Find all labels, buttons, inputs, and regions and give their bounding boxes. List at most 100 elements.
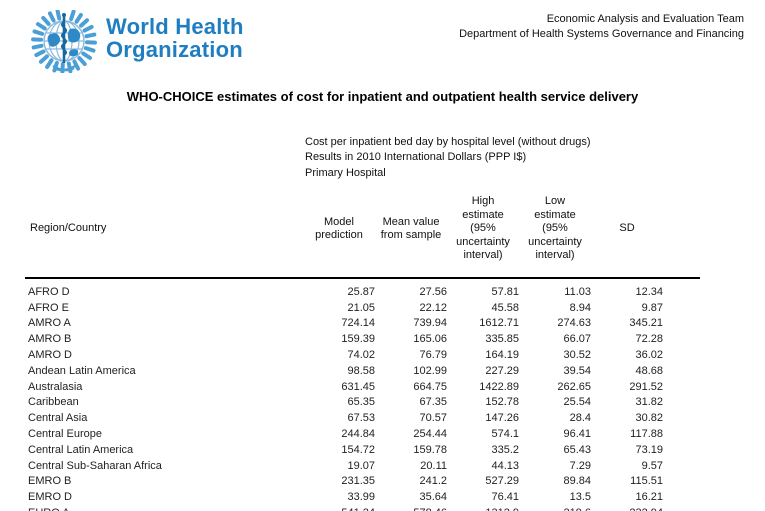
cell-model: 33.99	[347, 491, 375, 504]
cell-region: AFRO E	[28, 301, 69, 314]
cell-low: 219.6	[519, 505, 591, 511]
cell-model: 21.05	[347, 301, 375, 314]
cell-region: Central Europe	[28, 428, 102, 441]
caption-line-3: Primary Hospital	[305, 166, 386, 179]
page-title: WHO-CHOICE estimates of cost for inpatie…	[126, 89, 639, 104]
cell-high: 45.58	[491, 301, 519, 314]
cell-region: EMRO B	[28, 475, 72, 488]
cell-low: 66.07	[563, 333, 591, 346]
cell-low: 25.54	[563, 396, 591, 409]
cell-model: 65.35	[347, 396, 375, 409]
cell-sd: 12.34	[635, 285, 663, 298]
cell-mean: 664.75	[413, 380, 447, 393]
cell-sd: 30.82	[635, 412, 663, 425]
cell-region: AMRO B	[28, 333, 72, 346]
cell-sd: 232.94	[591, 505, 663, 511]
org-name-line2: Organization	[106, 37, 243, 62]
cell-model: 19.07	[347, 459, 375, 472]
cell-mean: 20.11	[420, 459, 447, 472]
cell-mean: 165.06	[413, 333, 447, 346]
caption-line-1: Cost per inpatient bed day by hospital l…	[305, 136, 591, 148]
column-header-sd: SD	[619, 222, 635, 235]
cell-low: 262.65	[557, 380, 591, 393]
cell-low: 96.41	[563, 428, 591, 441]
table-row: EMRO D 33.99 35.64 76.41 13.5 16.21	[28, 489, 663, 505]
table-caption-block: Cost per inpatient bed day by hospital l…	[305, 135, 591, 181]
cell-sd: 73.19	[635, 443, 663, 456]
cost-table: AFRO D 25.87 27.56 57.81 11.03 12.34 AFRO E 21.…	[28, 284, 663, 511]
cell-mean: 76.79	[419, 349, 447, 362]
cell-high: 44.13	[491, 459, 519, 472]
cell-model: 231.35	[341, 475, 375, 488]
cell-region: Caribbean	[28, 396, 79, 409]
cell-mean: 70.57	[419, 412, 447, 425]
cell-low: 13.5	[569, 491, 591, 504]
cell-high: 227.29	[485, 364, 519, 377]
cell-region: EURO A	[28, 505, 303, 511]
table-row: AMRO D 74.02 76.79 164.19 30.52 36.02	[28, 347, 663, 363]
cell-low: 65.43	[563, 443, 591, 456]
cell-high: 152.78	[485, 396, 519, 409]
cell-low: 39.54	[563, 364, 591, 377]
table-row: EMRO B 231.35 241.2 527.29 89.84 115.51	[28, 474, 663, 490]
rod-of-asclepius	[61, 13, 67, 63]
table-row: Central Latin America 154.72 159.78 335.2 65…	[28, 442, 663, 458]
table-row: AFRO E 21.05 22.12 45.58 8.94 9.87	[28, 300, 663, 316]
cell-high: 335.85	[485, 333, 519, 346]
department-name: Department of Health Systems Governance …	[459, 27, 744, 40]
table-row: Central Europe 244.84 254.44 574.1 96.41 117.…	[28, 426, 663, 442]
table-row: Central Sub-Saharan Africa 19.07 20.11 44.1…	[28, 458, 663, 474]
column-header-mean-value: Mean value from sample	[380, 215, 442, 242]
cell-mean: 578.46	[375, 505, 447, 511]
cell-sd: 115.51	[630, 475, 663, 488]
cell-model: 631.45	[341, 380, 375, 393]
cell-mean: 254.44	[413, 428, 447, 441]
cell-high: 164.19	[485, 349, 519, 362]
cell-high: 147.26	[485, 412, 519, 425]
cell-high: 335.2	[491, 443, 519, 456]
cell-sd: 9.87	[641, 301, 663, 314]
cell-high: 1422.89	[479, 380, 519, 393]
cell-sd: 48.68	[635, 364, 663, 377]
cell-region: Central Asia	[28, 412, 88, 425]
cell-model: 67.53	[347, 412, 375, 425]
cell-low: 89.84	[563, 475, 591, 488]
cell-low: 274.63	[557, 317, 591, 330]
column-header-low-estimate: Low estimate (95% uncertainty interval)	[528, 195, 582, 262]
table-row: Australasia 631.45 664.75 1422.89 262.65 291.…	[28, 379, 663, 395]
cell-mean: 22.12	[419, 301, 447, 314]
cell-model: 98.58	[347, 364, 375, 377]
cell-model: 74.02	[347, 349, 375, 362]
caption-line-2: Results in 2010 International Dollars (P…	[305, 151, 527, 164]
cell-model: 244.84	[341, 428, 375, 441]
cell-sd: 36.02	[635, 349, 663, 362]
cell-sd: 117.88	[630, 428, 663, 441]
table-row: EURO A541.24578.461312.9219.6232.94	[28, 505, 663, 511]
cell-sd: 291.52	[629, 380, 663, 393]
org-name-line1: World Health	[106, 14, 244, 39]
cell-region: AFRO D	[28, 285, 70, 298]
cell-low: 11.03	[564, 285, 591, 298]
cell-sd: 9.57	[641, 459, 663, 472]
cell-region: EMRO D	[28, 491, 72, 504]
cell-high: 1312.9	[447, 505, 519, 511]
cell-high: 57.81	[491, 285, 519, 298]
cell-high: 76.41	[491, 491, 519, 504]
cell-mean: 35.64	[419, 491, 447, 504]
cell-low: 8.94	[569, 301, 591, 314]
table-row: AMRO A 724.14 739.94 1612.71 274.63 345.21	[28, 316, 663, 332]
cell-high: 574.1	[491, 428, 519, 441]
cell-sd: 345.21	[629, 317, 663, 330]
cell-sd: 16.21	[635, 491, 663, 504]
column-header-model-prediction: Model prediction	[315, 215, 363, 242]
cell-mean: 27.56	[419, 285, 447, 298]
who-emblem-icon	[28, 10, 100, 73]
branch-stem	[52, 64, 75, 72]
table-row: Caribbean 65.35 67.35 152.78 25.54 31.82	[28, 395, 663, 411]
cell-low: 28.4	[569, 412, 591, 425]
table-header-row: Region/Country Model prediction Mean val…	[28, 184, 663, 274]
table-row: Andean Latin America 98.58 102.99 227.29 39.…	[28, 363, 663, 379]
cell-high: 1612.71	[479, 317, 519, 330]
cell-mean: 159.78	[413, 443, 447, 456]
